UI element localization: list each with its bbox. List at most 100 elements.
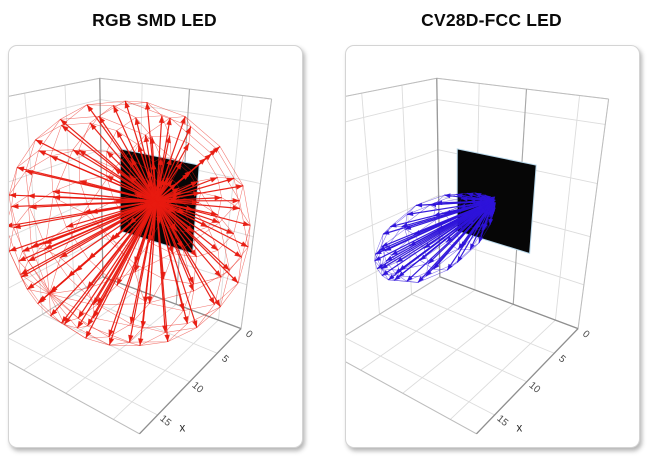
radiation-arrow-head	[222, 263, 230, 271]
radiation-arrow-head	[420, 254, 427, 261]
radiation-arrow	[433, 200, 494, 217]
radiation-arrow-head	[137, 144, 144, 153]
radiation-arrow-head	[231, 276, 239, 284]
radiation-arrow-head	[109, 234, 117, 241]
radiation-arrow	[155, 200, 216, 305]
radiation-arrow-head	[18, 255, 27, 262]
plot-panel-left: 0 5 10 15 x	[8, 45, 303, 448]
radiation-arrow-head	[16, 166, 25, 172]
radiation-arrow-head	[226, 228, 234, 234]
radiation-arrow-head	[188, 276, 194, 285]
radiation-arrow-head	[404, 225, 412, 230]
radiation-arrow-head	[177, 207, 185, 214]
radiation-arrow-head	[172, 195, 180, 201]
radiation-arrow-head	[458, 243, 464, 250]
radiation-arrow-head	[170, 223, 177, 231]
axis-tick-label: 0	[580, 329, 592, 341]
radiation-arrow-head	[85, 330, 92, 339]
chart-column-right: CV28D-FCC LED 0 5 10 15 x	[345, 0, 640, 448]
radiation-arrow	[9, 200, 157, 252]
radiation-arrow-head	[143, 134, 150, 143]
radiation-arrow-head	[381, 242, 389, 247]
chart-column-left: RGB SMD LED 0 5 10 15 x	[8, 0, 303, 448]
radiation-arrow-head	[475, 200, 482, 205]
radiation-arrow-head	[192, 320, 198, 328]
radiation-arrow	[27, 200, 157, 262]
radiation-arrow-head	[77, 320, 84, 329]
radiation-arrow-head	[129, 217, 137, 224]
radiation-arrow	[457, 200, 494, 250]
radiation-arrow	[89, 122, 157, 202]
radiation-arrow	[79, 180, 157, 202]
radiation-arrow-head	[97, 297, 104, 305]
radiation-arrow-head	[459, 203, 466, 209]
radiation-arrow-head	[72, 149, 81, 156]
radiation-arrow-head	[50, 308, 58, 316]
radiation-arrow-head	[157, 157, 163, 166]
arrow-field	[9, 100, 251, 346]
3d-quiver-plot-left: 05 10 15 x	[9, 77, 273, 435]
radiation-arrow-head	[436, 200, 443, 206]
radiation-arrow	[85, 200, 157, 339]
radiation-arrow-head	[166, 157, 172, 166]
radiation-arrow-head	[428, 257, 435, 264]
radiation-arrow-head	[78, 149, 87, 156]
radiation-arrow	[134, 200, 157, 264]
radiation-arrow-head	[129, 316, 135, 324]
radiation-arrow-head	[426, 270, 432, 277]
radiation-arrow-head	[483, 223, 488, 230]
radiation-arrow	[20, 200, 157, 278]
radiation-arrow-head	[60, 119, 68, 126]
radiation-arrow-head	[128, 334, 134, 343]
radiation-arrow-head	[476, 196, 483, 202]
x-axis-labels: 05 10 15 x	[494, 329, 591, 435]
radiation-arrow-head	[67, 270, 75, 277]
radiation-arrow	[61, 124, 157, 202]
radiation-arrow-head	[198, 158, 206, 165]
radiation-arrow-head	[134, 264, 140, 273]
axis-tick-label: 15	[157, 413, 173, 429]
radiation-arrow-head	[475, 192, 482, 198]
radiation-arrow-head	[124, 100, 130, 109]
radiation-arrow-head	[456, 224, 463, 230]
radiation-arrow-head	[184, 170, 192, 178]
radiation-arrow-head	[108, 337, 115, 346]
radiation-arrow-head	[135, 193, 143, 199]
radiation-arrow	[9, 194, 157, 202]
radiation-arrow-head	[193, 191, 201, 197]
axis-tick-label: 5	[219, 353, 231, 365]
radiation-arrow-head	[391, 250, 398, 256]
radiation-arrow	[137, 144, 157, 202]
radiation-arrow-head	[401, 222, 409, 228]
radiation-arrow-head	[476, 204, 484, 210]
radiation-arrow-head	[138, 338, 144, 346]
radiation-arrow-head	[190, 181, 198, 187]
radiation-arrow-head	[22, 246, 30, 252]
radiation-arrow-head	[208, 297, 215, 305]
radiation-arrow	[96, 200, 157, 305]
radiation-arrow-head	[106, 151, 114, 159]
radiation-arrow-head	[179, 303, 185, 311]
radiation-arrow	[44, 200, 157, 245]
radiation-arrow-head	[79, 180, 88, 186]
radiation-arrow	[116, 200, 157, 286]
x-axis-labels: 05 10 15 x	[157, 329, 254, 435]
radiation-arrow-head	[27, 283, 35, 290]
radiation-arrow-head	[129, 175, 137, 183]
radiation-arrow	[50, 200, 157, 317]
radiation-arrow-head	[180, 116, 186, 125]
radiation-arrow-head	[158, 115, 165, 123]
radiation-arrow	[60, 200, 157, 324]
radiation-arrow-head	[106, 175, 114, 182]
radiation-arrow-head	[156, 215, 162, 223]
radiation-arrow	[18, 200, 157, 262]
radiation-arrow-head	[147, 180, 153, 188]
radiation-arrow-head	[88, 252, 96, 260]
radiation-arrow-head	[191, 199, 199, 206]
radiation-arrow-head	[210, 210, 218, 217]
radiation-arrow	[156, 200, 220, 224]
radiation-arrow-head	[457, 256, 463, 263]
radiation-arrow-head	[388, 274, 395, 280]
radiation-arrow-head	[66, 222, 74, 228]
radiation-arrow-head	[9, 246, 17, 252]
